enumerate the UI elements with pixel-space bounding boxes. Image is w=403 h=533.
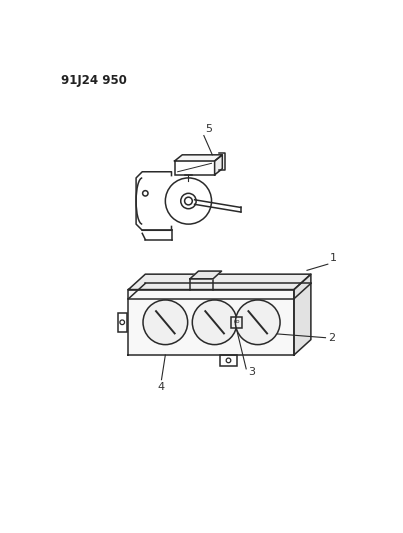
Bar [231,317,241,328]
Bar [118,313,127,332]
Text: 3: 3 [248,367,255,377]
Text: 4: 4 [158,382,165,392]
Polygon shape [129,289,294,355]
Polygon shape [294,274,311,355]
Bar [174,161,215,175]
Circle shape [192,300,237,345]
Polygon shape [174,155,222,161]
Polygon shape [215,155,222,175]
Text: 1: 1 [330,253,337,263]
Polygon shape [190,271,222,279]
Text: ꝏ: ꝏ [233,319,239,324]
Text: 5: 5 [206,124,212,134]
Circle shape [235,300,280,345]
Circle shape [143,300,188,345]
Bar [220,355,237,366]
Polygon shape [129,274,311,289]
Text: 2: 2 [328,333,335,343]
Text: 91J24 950: 91J24 950 [60,74,127,87]
